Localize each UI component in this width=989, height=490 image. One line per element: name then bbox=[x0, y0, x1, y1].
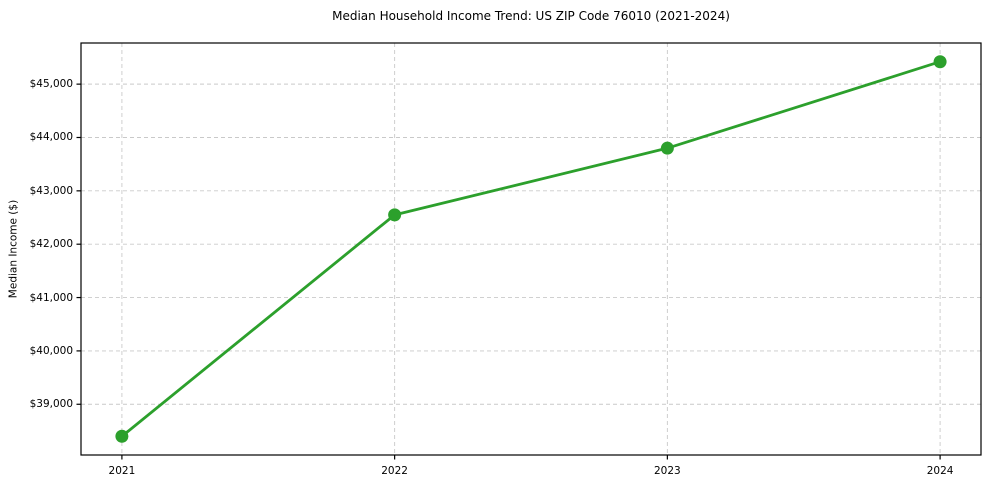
data-point bbox=[115, 429, 129, 443]
x-tick-label: 2024 bbox=[926, 465, 954, 477]
y-tick-label: $42,000 bbox=[29, 238, 73, 251]
data-point bbox=[388, 208, 402, 222]
data-point bbox=[933, 55, 947, 69]
y-tick-label: $39,000 bbox=[29, 398, 73, 411]
y-tick-label: $43,000 bbox=[29, 184, 73, 197]
y-tick-label: $45,000 bbox=[29, 78, 73, 91]
plot-border bbox=[80, 42, 982, 456]
chart-title: Median Household Income Trend: US ZIP Co… bbox=[332, 9, 730, 23]
y-tick-label: $40,000 bbox=[29, 344, 73, 357]
y-tick-label: $41,000 bbox=[29, 291, 73, 304]
data-line bbox=[120, 60, 942, 438]
data-point bbox=[660, 141, 674, 155]
x-tick-label: 2021 bbox=[108, 465, 136, 477]
y-tick-label: $44,000 bbox=[29, 131, 73, 144]
x-tick-label: 2023 bbox=[653, 465, 681, 477]
x-tick-label: 2022 bbox=[381, 465, 408, 477]
